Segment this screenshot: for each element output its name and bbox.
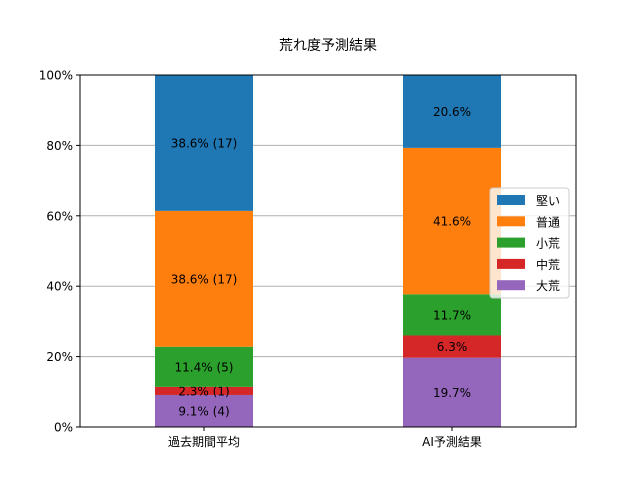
legend-label: 普通: [536, 215, 560, 229]
bar-segment: [403, 335, 501, 358]
x-axis: 過去期間平均 AI予測結果: [168, 427, 482, 449]
y-tick-label: 80%: [46, 139, 73, 153]
legend-label: 堅い: [536, 194, 560, 208]
y-tick-label: 60%: [46, 209, 73, 223]
plot-frame: [79, 74, 577, 428]
data-label: 38.6% (17): [171, 272, 238, 286]
bar-segment: [403, 75, 501, 148]
data-label: 20.6%: [433, 105, 471, 119]
data-label: 11.4% (5): [175, 360, 234, 374]
y-tick-label: 20%: [46, 350, 73, 364]
y-axis: 0% 20% 40% 60% 80% 100%: [39, 69, 80, 435]
bar-segment: [155, 75, 253, 211]
legend-swatch: [497, 216, 525, 227]
bar-segment: [155, 386, 253, 395]
legend-label: 中荒: [536, 257, 560, 272]
legend-label: 大荒: [536, 279, 560, 293]
legend-swatch: [497, 280, 525, 291]
legend-swatch: [497, 195, 525, 205]
data-label: 6.3%: [437, 340, 468, 354]
data-label: 38.6% (17): [171, 136, 238, 150]
bar-segment: [155, 346, 253, 387]
bar-segment: [403, 357, 501, 427]
bars: 9.1% (4) 2.3% (1) 11.4% (5) 38.6% (17) 38.6%…: [155, 75, 501, 427]
chart-title: 荒れ度予測結果: [279, 38, 377, 54]
bar-segment: [403, 147, 501, 295]
bar-segment: [155, 394, 253, 427]
y-tick-label: 0%: [54, 421, 73, 435]
legend-swatch: [497, 258, 525, 269]
y-tick-label: 100%: [39, 69, 73, 83]
data-label: 9.1% (4): [178, 404, 229, 418]
legend-frame: [489, 187, 570, 299]
data-label: 19.7%: [433, 386, 471, 400]
bar-segment: [403, 294, 501, 336]
x-tick-label: AI予測結果: [422, 435, 482, 449]
y-tick-label: 40%: [46, 280, 73, 294]
data-label: 11.7%: [433, 308, 471, 322]
legend-swatch: [497, 237, 525, 248]
x-tick-label: 過去期間平均: [168, 435, 240, 449]
data-label: 41.6%: [433, 215, 471, 229]
bar-segment: [155, 210, 253, 347]
data-label: 2.3% (1): [178, 384, 229, 398]
legend-label: 小荒: [536, 237, 560, 251]
